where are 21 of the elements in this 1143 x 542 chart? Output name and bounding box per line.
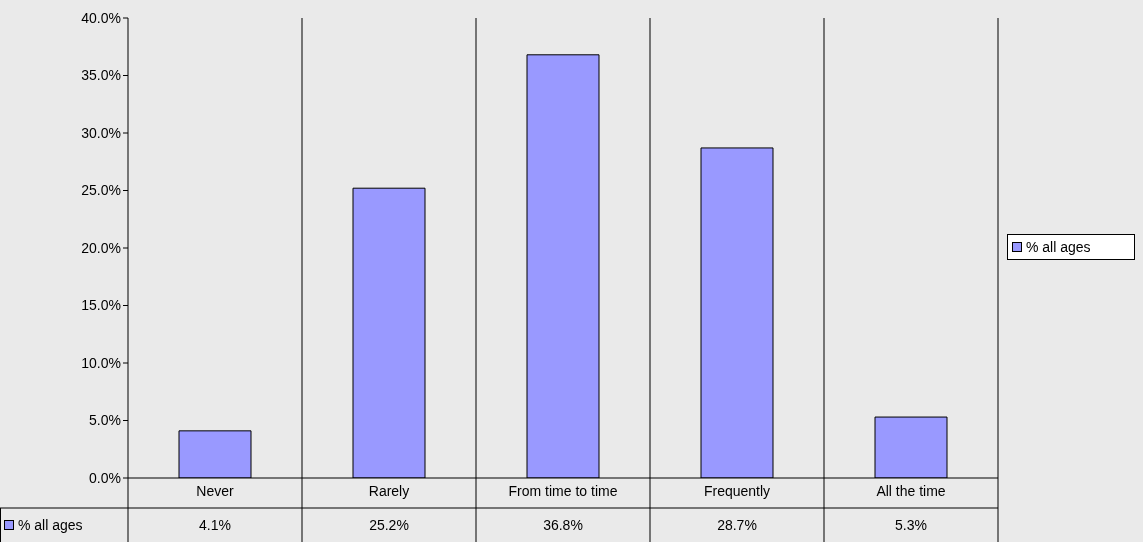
y-tick-label: 10.0% bbox=[81, 354, 121, 371]
legend-label: % all ages bbox=[1026, 239, 1091, 255]
y-tick-label: 35.0% bbox=[81, 67, 121, 84]
x-tick-label: Never bbox=[196, 482, 234, 499]
data-label: 28.7% bbox=[716, 516, 758, 535]
data-label: 5.3% bbox=[894, 516, 928, 535]
x-tick-label: Frequently bbox=[703, 482, 771, 499]
y-tick-label: 40.0% bbox=[81, 9, 121, 26]
data-label: 36.8% bbox=[542, 516, 584, 535]
y-tick-label: 20.0% bbox=[81, 239, 121, 256]
y-tick-label: 25.0% bbox=[81, 182, 121, 199]
text: % all ages bbox=[18, 517, 83, 533]
y-tick-label: 15.0% bbox=[81, 297, 121, 314]
y-tick-label: 0.0% bbox=[89, 469, 121, 486]
x-tick-label: From time to time bbox=[508, 482, 618, 499]
y-tick-label: 5.0% bbox=[89, 412, 121, 429]
y-tick-label: 30.0% bbox=[81, 124, 121, 141]
x-tick-label: All the time bbox=[876, 482, 946, 499]
data-label: 25.2% bbox=[368, 516, 410, 535]
data-label: 4.1% bbox=[198, 516, 232, 535]
x-tick-label: Rarely bbox=[368, 482, 410, 499]
